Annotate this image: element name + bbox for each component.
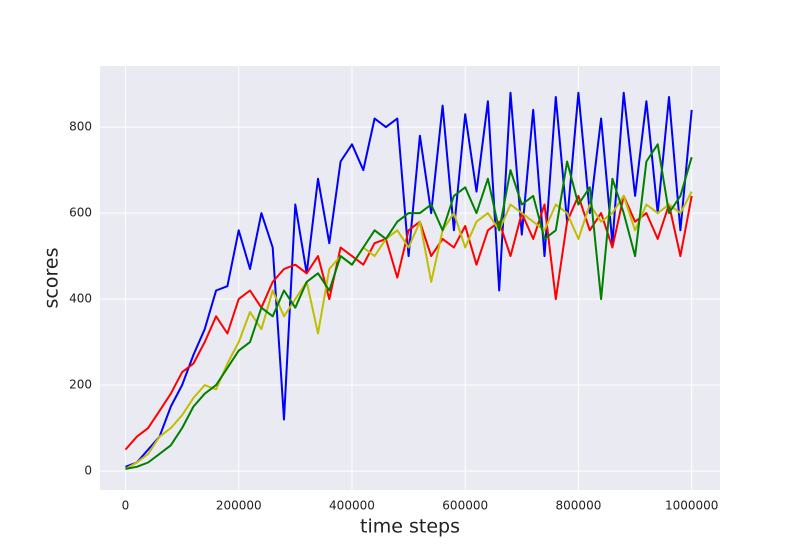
x-axis-label: time steps (360, 516, 460, 538)
y-tick-label: 600 (69, 206, 92, 220)
plot-area (100, 66, 720, 490)
x-tick-label: 600000 (442, 499, 488, 513)
y-tick-label: 200 (69, 378, 92, 392)
lines (124, 91, 693, 470)
grid (100, 66, 720, 490)
x-tick-label: 800000 (556, 499, 602, 513)
x-tick-label: 1000000 (665, 499, 718, 513)
y-axis-label: scores (41, 248, 63, 309)
series-line (125, 143, 693, 470)
y-tick-label: 400 (69, 292, 92, 306)
x-tick-label: 0 (122, 499, 130, 513)
y-tick-label: 800 (69, 120, 92, 134)
x-tick-label: 400000 (329, 499, 375, 513)
series-line (124, 194, 693, 451)
y-tick-label: 0 (84, 464, 92, 478)
x-tick-label: 200000 (216, 499, 262, 513)
series-line (125, 91, 693, 468)
